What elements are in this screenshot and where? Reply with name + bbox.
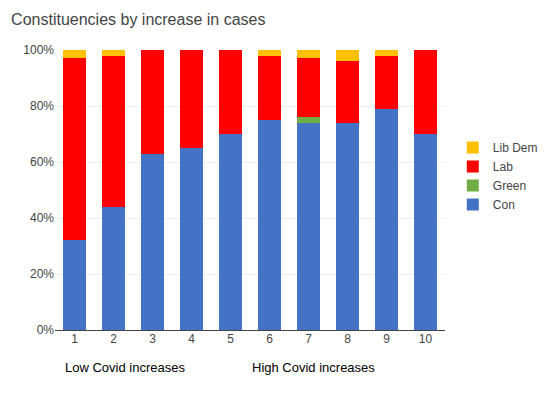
svg-text:Con: Con	[493, 198, 515, 212]
svg-text:2: 2	[110, 332, 117, 346]
svg-text:3: 3	[149, 332, 156, 346]
svg-text:1: 1	[71, 332, 78, 346]
svg-text:20%: 20%	[30, 267, 54, 281]
svg-text:High Covid increases: High Covid increases	[252, 360, 375, 375]
svg-text:7: 7	[305, 332, 312, 346]
svg-text:Green: Green	[493, 179, 526, 193]
svg-text:Lib Dem: Lib Dem	[493, 141, 538, 155]
svg-text:60%: 60%	[30, 155, 54, 169]
svg-text:10: 10	[419, 332, 433, 346]
svg-text:40%: 40%	[30, 211, 54, 225]
svg-text:8: 8	[344, 332, 351, 346]
svg-text:0%: 0%	[37, 323, 55, 337]
svg-text:5: 5	[227, 332, 234, 346]
svg-text:Lab: Lab	[493, 160, 513, 174]
svg-text:Constituencies by increase in: Constituencies by increase in cases	[11, 11, 265, 28]
svg-text:80%: 80%	[30, 99, 54, 113]
svg-text:Low Covid increases: Low Covid increases	[65, 360, 185, 375]
svg-text:6: 6	[266, 332, 273, 346]
svg-text:100%: 100%	[23, 43, 54, 57]
svg-text:9: 9	[383, 332, 390, 346]
svg-text:4: 4	[188, 332, 195, 346]
